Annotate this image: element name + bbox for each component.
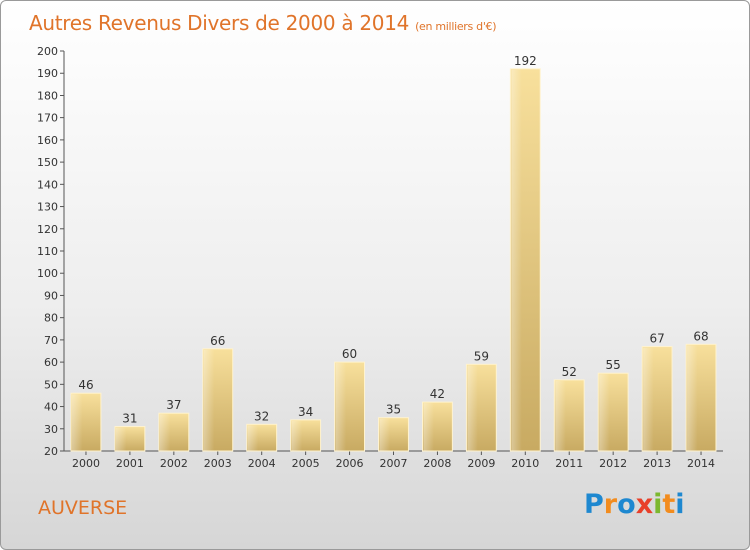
bar-highlight	[203, 349, 215, 451]
commune-name: AUVERSE	[38, 497, 128, 519]
bar-value-label: 67	[649, 332, 664, 346]
y-axis: 20 30 40 50 60 70 80 90 100 110 120 130 140 150 160 170…	[37, 45, 65, 458]
y-tick-label: 40	[44, 401, 58, 414]
logo-letter: o	[617, 489, 636, 520]
x-tick-label: 2000	[72, 457, 100, 470]
bar-value-label: 59	[474, 349, 489, 363]
bar-value-label: 55	[606, 358, 621, 372]
y-tick-label: 20	[44, 445, 58, 458]
y-tick-label: 170	[37, 112, 58, 125]
bar-value-label: 68	[693, 329, 708, 343]
logo-letter: x	[635, 489, 654, 520]
y-tick-label: 50	[44, 378, 58, 391]
x-tick-label: 2012	[599, 457, 627, 470]
bar-highlight	[379, 418, 391, 451]
x-tick-label: 2005	[292, 457, 320, 470]
bar-highlight	[247, 425, 259, 451]
bar-highlight	[467, 365, 478, 451]
x-tick-label: 2010	[511, 457, 539, 470]
logo-letter: i	[653, 489, 663, 520]
bar-value-label: 66	[210, 334, 225, 348]
x-tick-label: 2014	[687, 457, 715, 470]
x-tick-label: 2011	[555, 457, 583, 470]
y-tick-label: 110	[37, 245, 58, 258]
y-tick-label: 70	[44, 334, 58, 347]
y-tick-label: 180	[37, 89, 58, 102]
x-tick-label: 2004	[248, 457, 276, 470]
bar-highlight	[335, 363, 347, 451]
logo-letter: i	[675, 489, 685, 520]
bar-highlight	[159, 414, 171, 451]
y-tick-label: 160	[37, 134, 58, 147]
x-axis: 2000 2001 2002 2003 2004 2005 2006 2007 2008 2009…	[64, 450, 723, 470]
x-tick-label: 2013	[643, 457, 671, 470]
bar-value-label: 34	[298, 405, 313, 419]
bar-value-label: 60	[342, 347, 357, 361]
chart-title-text: Autres Revenus Divers de 2000 à 2014	[29, 11, 410, 35]
x-tick-label: 2008	[423, 457, 451, 470]
y-tick-label: 190	[37, 67, 58, 80]
y-tick-label: 90	[44, 289, 58, 302]
bar-highlight	[643, 347, 654, 451]
proxiti-logo: Proxiti	[584, 489, 685, 520]
bar-highlight	[115, 427, 127, 451]
y-tick-label: 60	[44, 356, 58, 369]
bar-highlight	[423, 403, 434, 451]
y-tick-label: 30	[44, 423, 58, 436]
bar-value-label: 46	[78, 378, 93, 392]
logo-letter: P	[584, 489, 604, 520]
x-tick-label: 2001	[116, 457, 144, 470]
x-tick-label: 2006	[336, 457, 364, 470]
bar-highlight	[72, 394, 83, 451]
bar-highlight	[599, 374, 610, 451]
bar-value-label: 35	[386, 403, 401, 417]
y-tick-label: 120	[37, 223, 58, 236]
chart-unit: (en milliers d'€)	[415, 20, 497, 33]
bars: 46 31 37 66 32 34 60 35 42 59 192 52 55 67 68	[70, 54, 717, 452]
y-tick-label: 80	[44, 312, 58, 325]
x-tick-label: 2003	[204, 457, 232, 470]
bar-highlight	[511, 69, 522, 452]
bar-value-label: 52	[562, 365, 577, 379]
bar-value-label: 192	[514, 54, 537, 68]
y-tick-label: 140	[37, 178, 58, 191]
bar-value-label: 31	[122, 412, 137, 426]
x-tick-label: 2007	[380, 457, 408, 470]
bar-value-label: 42	[430, 387, 445, 401]
bar-value-label: 32	[254, 409, 269, 423]
logo-letter: r	[603, 489, 618, 520]
y-tick-label: 130	[37, 201, 58, 214]
y-tick-label: 200	[37, 45, 58, 58]
bar-highlight	[291, 420, 303, 451]
chart-title: Autres Revenus Divers de 2000 à 2014 (en …	[29, 11, 497, 35]
bar-highlight	[555, 380, 566, 451]
bar-highlight	[687, 345, 698, 451]
y-tick-label: 100	[37, 267, 58, 280]
bar-value-label: 37	[166, 398, 181, 412]
y-tick-label: 150	[37, 156, 58, 169]
logo-letter: t	[662, 489, 676, 520]
x-tick-label: 2002	[160, 457, 188, 470]
x-tick-label: 2009	[467, 457, 495, 470]
